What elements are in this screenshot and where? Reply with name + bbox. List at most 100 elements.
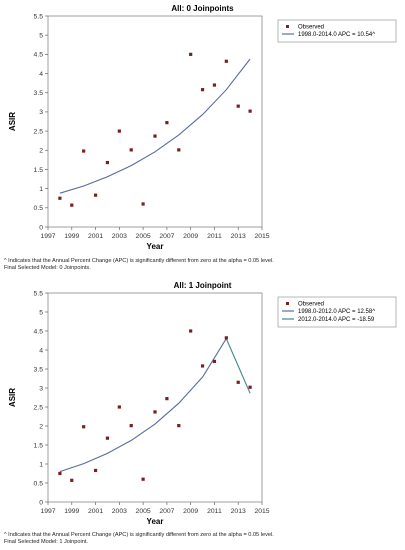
fit-line-1 — [59, 58, 251, 194]
x-tick-label: 2013 — [231, 233, 246, 240]
legend-observed-swatch — [286, 25, 289, 28]
observed-point — [189, 52, 193, 56]
legend-observed-label: Observed — [298, 302, 324, 308]
legend-box — [277, 19, 397, 43]
y-tick-label: 5.5 — [34, 290, 44, 297]
y-tick-label: 1.5 — [34, 167, 44, 174]
y-axis-title: ASIR — [8, 388, 17, 407]
y-tick-label: 0 — [39, 224, 43, 231]
observed-point — [141, 202, 145, 206]
x-tick-label: 2015 — [254, 233, 269, 240]
observed-point — [58, 471, 62, 476]
y-tick-label: 3 — [39, 109, 43, 116]
observed-point — [200, 88, 205, 92]
observed-point — [177, 424, 181, 428]
observed-point — [153, 134, 157, 138]
y-tick-label: 0.5 — [34, 480, 44, 487]
observed-point — [248, 109, 252, 113]
footnote-apc: ^ Indicates that the Annual Percent Chan… — [4, 532, 274, 538]
observed-point — [82, 425, 86, 429]
y-tick-label: 1.5 — [34, 442, 44, 449]
observed-point — [129, 424, 133, 428]
x-tick-label: 1997 — [40, 233, 55, 240]
observed-point — [177, 148, 181, 152]
y-tick-label: 5 — [39, 309, 43, 316]
observed-point — [248, 385, 252, 389]
observed-point — [189, 329, 193, 333]
observed-point — [236, 104, 240, 108]
y-tick-label: 1 — [39, 461, 43, 468]
observed-point — [93, 468, 98, 473]
legend-observed-swatch — [286, 302, 289, 305]
y-tick-label: 5.5 — [34, 13, 44, 20]
legend-fit-label-1: 1998.0-2012.0 APC = 12.58^ — [298, 309, 375, 315]
y-tick-label: 4.5 — [34, 328, 44, 335]
x-tick-label: 2007 — [159, 508, 174, 515]
legend-fit-label-2: 2012.0-2014.0 APC = -18.59 — [298, 317, 375, 323]
observed-point — [117, 129, 121, 133]
x-tick-label: 2015 — [254, 508, 269, 515]
y-tick-label: 2 — [39, 148, 43, 155]
observed-point — [93, 193, 98, 197]
plot-area — [47, 15, 263, 228]
chart-title: All: 1 Joinpoint — [173, 281, 232, 290]
footnote-final-model: Final Selected Model: 1 Joinpoint. — [4, 539, 88, 545]
chart-title: All: 0 Joinpoints — [171, 4, 234, 13]
x-tick-label: 2003 — [112, 233, 127, 240]
observed-point — [70, 478, 74, 482]
observed-point — [129, 148, 133, 152]
x-tick-label: 2009 — [183, 508, 198, 515]
x-tick-label: 1999 — [64, 233, 79, 240]
observed-point — [224, 336, 228, 340]
x-tick-label: 2003 — [112, 508, 127, 515]
y-tick-label: 3.5 — [34, 366, 44, 373]
observed-point — [200, 364, 205, 368]
observed-point — [212, 83, 217, 87]
x-tick-label: 2007 — [159, 233, 174, 240]
observed-point — [224, 59, 228, 63]
observed-point — [141, 477, 145, 481]
x-tick-label: 2013 — [231, 508, 246, 515]
y-tick-label: 0.5 — [34, 205, 44, 212]
chart-panel-1joinpoint: All: 1 Joinpoint 0 0.5 1 1.5 2 2.5 3 3.5 4 4.5 5 5.… — [0, 277, 405, 550]
observed-point — [58, 196, 62, 200]
footnote-apc: ^ Indicates that the Annual Percent Chan… — [4, 258, 274, 264]
x-tick-label: 2011 — [207, 508, 222, 515]
chart-panel-0joinpoints: All: 0 Joinpoints 0 0.5 1 1.5 2 2.5 3 3.5 4 4.5 5 5… — [4, 4, 397, 271]
fit-line-1 — [59, 338, 227, 473]
legend-box — [277, 296, 397, 328]
x-tick-label: 2005 — [136, 233, 151, 240]
y-tick-label: 5 — [39, 32, 43, 39]
x-axis-title: Year — [147, 517, 164, 526]
observed-point — [153, 410, 157, 414]
footnote-final-model: Final Selected Model: 0 Joinpoints. — [4, 265, 91, 271]
x-tick-label: 2001 — [88, 508, 103, 515]
observed-point — [82, 149, 86, 153]
observed-point — [70, 203, 74, 207]
observed-point — [165, 121, 169, 125]
observed-point — [212, 359, 217, 363]
y-tick-label: 1 — [39, 186, 43, 193]
plot-area — [47, 292, 263, 503]
x-tick-label: 2011 — [207, 233, 222, 240]
x-axis-title: Year — [147, 242, 164, 251]
observed-point — [105, 436, 110, 440]
observed-point — [105, 160, 110, 165]
chart-plot-0joinpoints: 0 0.5 1 1.5 2 2.5 3 3.5 4 4.5 5 5.5 1997 1999 2001 2003… — [8, 13, 397, 251]
y-tick-label: 4.5 — [34, 52, 44, 59]
x-tick-label: 1999 — [64, 508, 79, 515]
x-tick-label: 2005 — [136, 508, 151, 515]
y-tick-label: 3 — [39, 385, 43, 392]
x-tick-label: 2001 — [88, 233, 103, 240]
legend-fit-label-1: 1998.0-2014.0 APC = 10.54^ — [298, 32, 375, 38]
observed-point — [117, 405, 121, 409]
fit-line-2 — [225, 338, 251, 394]
y-tick-label: 0 — [39, 499, 43, 506]
legend-observed-label: Observed — [298, 25, 324, 31]
y-axis-title: ASIR — [8, 112, 17, 131]
chart-plot-1joinpoint: 0 0.5 1 1.5 2 2.5 3 3.5 4 4.5 5 5.5 1997 1999 2001 2003… — [8, 290, 397, 526]
x-tick-label: 2009 — [183, 233, 198, 240]
y-tick-label: 4 — [39, 347, 43, 354]
y-tick-label: 4 — [39, 71, 43, 78]
y-tick-label: 2.5 — [34, 128, 44, 135]
